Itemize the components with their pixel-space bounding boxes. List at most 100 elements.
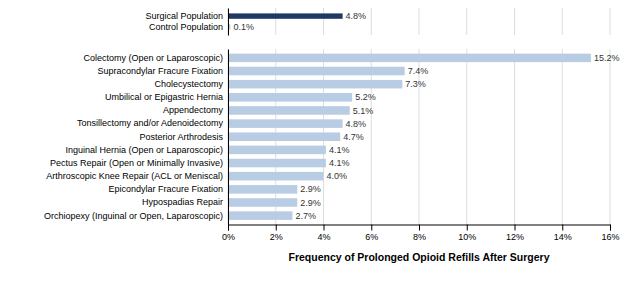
data-label: 15.2% <box>594 53 620 63</box>
tick-label: Umbilical or Epigastric Hernia <box>105 92 223 102</box>
bar <box>228 146 326 155</box>
tick-label: 10% <box>458 232 476 242</box>
panel: 4.8% 0.1% Surgical PopulationControl Popul… <box>145 8 610 36</box>
tick-label: Colectomy (Open or Laparoscopic) <box>83 53 223 63</box>
tick: Hypospadias Repair <box>142 197 228 207</box>
data-label: 4.0% <box>327 171 348 181</box>
grid-line <box>371 49 372 225</box>
tick-mark <box>419 225 420 231</box>
tick-mark <box>515 225 516 231</box>
tick-mark <box>467 225 468 231</box>
data-label: 4.1% <box>329 145 350 155</box>
grid <box>228 8 610 35</box>
chart-container: 4.8% 0.1% Surgical PopulationControl Popul… <box>0 0 640 284</box>
tick: Posterior Arthrodesis <box>139 132 228 142</box>
tick: 4% <box>317 225 330 242</box>
tick: Epicondylar Fracure Fixation <box>108 184 228 194</box>
data-label: 2.9% <box>300 198 321 208</box>
tick-mark <box>371 225 372 231</box>
grid-line <box>228 49 229 225</box>
grid-line <box>466 8 467 35</box>
tick-label: 2% <box>270 232 283 242</box>
data-label: 5.1% <box>353 106 374 116</box>
bar <box>228 54 591 63</box>
y-axis: Colectomy (Open or Laparoscopic) Supracon… <box>44 50 229 226</box>
bar <box>228 80 402 89</box>
bar <box>228 132 340 141</box>
tick-mark <box>276 225 277 231</box>
tick: 10% <box>458 225 476 242</box>
tick-label: Supracondylar Fracure Fixation <box>97 66 223 76</box>
tick: Umbilical or Epigastric Hernia <box>105 92 228 102</box>
tick-label: Posterior Arthrodesis <box>139 132 223 142</box>
tick: Arthroscopic Knee Repair (ACL or Menisca… <box>46 171 228 181</box>
tick-label: Arthroscopic Knee Repair (ACL or Menisca… <box>46 171 223 181</box>
tick: 14% <box>554 225 572 242</box>
tick-label: 16% <box>601 232 619 242</box>
bar <box>228 159 326 168</box>
tick-label: Control Population <box>149 22 223 32</box>
tick-label: 14% <box>554 232 572 242</box>
tick-label: Orchiopexy (Inguinal or Open, Laparoscop… <box>44 211 223 221</box>
tick-label: Pectus Repair (Open or Minimally Invasiv… <box>50 158 223 168</box>
data-labels: 4.8% 0.1% <box>233 11 366 32</box>
tick: 16% <box>601 225 619 242</box>
y-axis: Surgical PopulationControl Population <box>145 9 228 36</box>
bar <box>228 172 324 181</box>
grid-line <box>610 49 611 225</box>
data-labels: 15.2%7.4%7.3%5.2%5.1%4.8%4.7%4.1%4.1%4.0… <box>295 53 619 221</box>
bar <box>228 198 297 207</box>
tick-label: 6% <box>365 232 378 242</box>
data-label: 0.1% <box>233 22 254 32</box>
grid-line <box>371 8 372 35</box>
data-label: 2.7% <box>295 211 316 221</box>
bar <box>228 211 292 220</box>
bar <box>228 106 350 115</box>
bars <box>228 54 591 220</box>
tick-mark <box>562 225 563 231</box>
tick-label: Surgical Population <box>145 11 223 21</box>
grid-line <box>419 8 420 35</box>
tick: Supracondylar Fracure Fixation <box>97 66 228 76</box>
grid-line <box>323 8 324 35</box>
tick: 6% <box>365 225 378 242</box>
tick: Inguinal Hernia (Open or Laparoscopic) <box>65 145 228 155</box>
tick: Control Population <box>149 22 228 32</box>
grid-line <box>275 8 276 35</box>
x-axis-title: Frequency of Prolonged Opioid Refills Af… <box>289 251 550 263</box>
tick: Pectus Repair (Open or Minimally Invasiv… <box>50 158 228 168</box>
data-label: 4.1% <box>329 158 350 168</box>
axis-line <box>228 50 229 226</box>
data-label: 7.4% <box>408 66 429 76</box>
tick-label: 12% <box>506 232 524 242</box>
tick: Cholecystectomy <box>154 79 228 89</box>
x-axis: 0%2%4%6%8%10%12%14%16% <box>222 225 620 242</box>
tick: 2% <box>270 225 283 242</box>
tick-label: 4% <box>317 232 330 242</box>
tick-label: 0% <box>222 232 235 242</box>
panel: 15.2%7.4%7.3%5.2%5.1%4.8%4.7%4.1%4.1%4.0… <box>44 49 620 263</box>
tick-label: Cholecystectomy <box>154 79 223 89</box>
data-label: 7.3% <box>405 79 426 89</box>
data-label: 4.8% <box>346 11 367 21</box>
grid-line <box>610 8 611 35</box>
tick-label: Hypospadias Repair <box>142 197 223 207</box>
bar <box>228 67 405 76</box>
tick: Colectomy (Open or Laparoscopic) <box>83 53 228 63</box>
bar <box>228 13 343 18</box>
tick-label: Epicondylar Fracure Fixation <box>108 184 223 194</box>
tick: Tonsillectomy and/or Adenoidectomy <box>77 118 228 128</box>
data-label: 4.7% <box>343 132 364 142</box>
tick: Surgical Population <box>145 11 228 21</box>
tick-label: Tonsillectomy and/or Adenoidectomy <box>77 118 224 128</box>
grid-line <box>228 8 229 35</box>
data-label: 5.2% <box>355 92 376 102</box>
bar <box>228 119 343 128</box>
tick: 0% <box>222 225 235 242</box>
tick-label: Appendectomy <box>163 105 224 115</box>
tick-mark <box>228 225 229 231</box>
tick-label: Inguinal Hernia (Open or Laparoscopic) <box>65 145 223 155</box>
grid-line <box>562 8 563 35</box>
tick: Orchiopexy (Inguinal or Open, Laparoscop… <box>44 211 228 221</box>
tick: 12% <box>506 225 524 242</box>
